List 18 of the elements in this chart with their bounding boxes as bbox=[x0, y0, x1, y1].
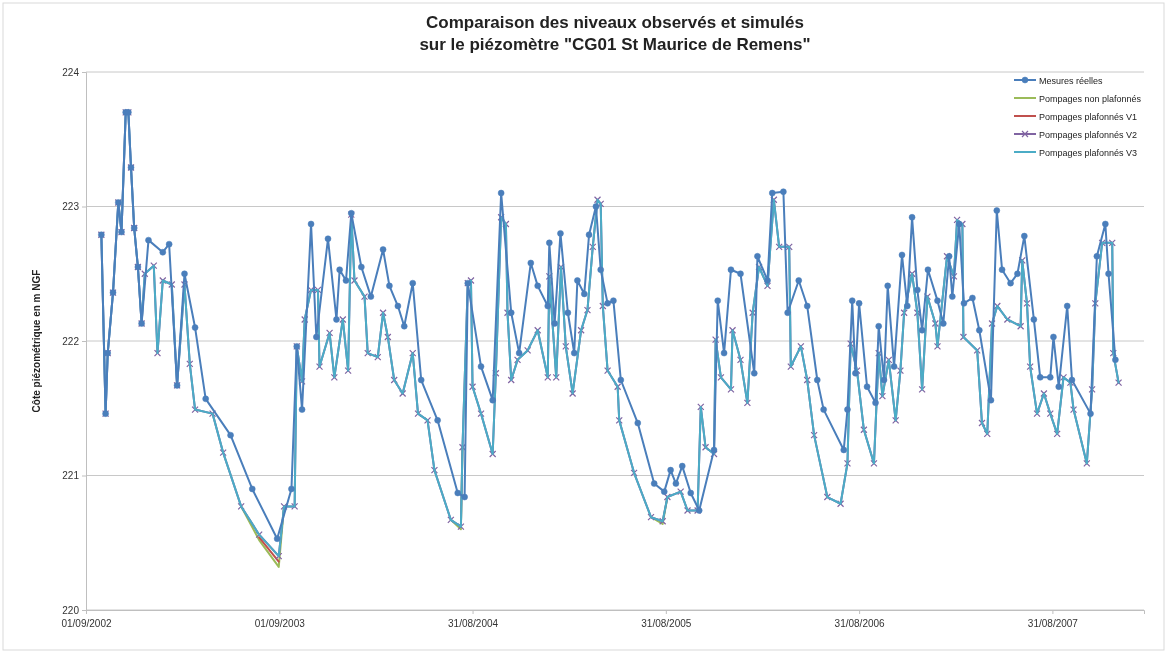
y-axis-title: Côte piézométrique en m NGF bbox=[31, 269, 42, 413]
x-tick-label: 31/08/2004 bbox=[448, 618, 499, 629]
legend-label: Pompages plafonnés V3 bbox=[1039, 147, 1138, 158]
chart-title: Comparaison des niveaux observés et simulés sur le piézomètre "CG01 St Maurice de Remens" bbox=[419, 13, 811, 54]
legend-label: Mesures réelles bbox=[1039, 75, 1104, 86]
x-tick-label: 31/08/2005 bbox=[641, 618, 692, 629]
x-tick-label: 01/09/2003 bbox=[254, 618, 306, 629]
legend-label: Pompages plafonnés V1 bbox=[1039, 111, 1138, 122]
x-tick-label: 31/08/2006 bbox=[834, 618, 886, 629]
legend-label: Pompages plafonnés V2 bbox=[1039, 129, 1138, 140]
x-tick-label: 01/09/2002 bbox=[61, 618, 112, 629]
y-tick-label: 222 bbox=[62, 335, 80, 347]
y-tick-label: 223 bbox=[62, 201, 80, 213]
legend-label: Pompages non plafonnés bbox=[1039, 93, 1142, 104]
y-tick-label: 224 bbox=[62, 66, 80, 78]
x-tick-label: 31/08/2007 bbox=[1027, 618, 1079, 629]
y-tick-label: 220 bbox=[62, 604, 80, 616]
y-tick-label: 221 bbox=[62, 470, 80, 482]
